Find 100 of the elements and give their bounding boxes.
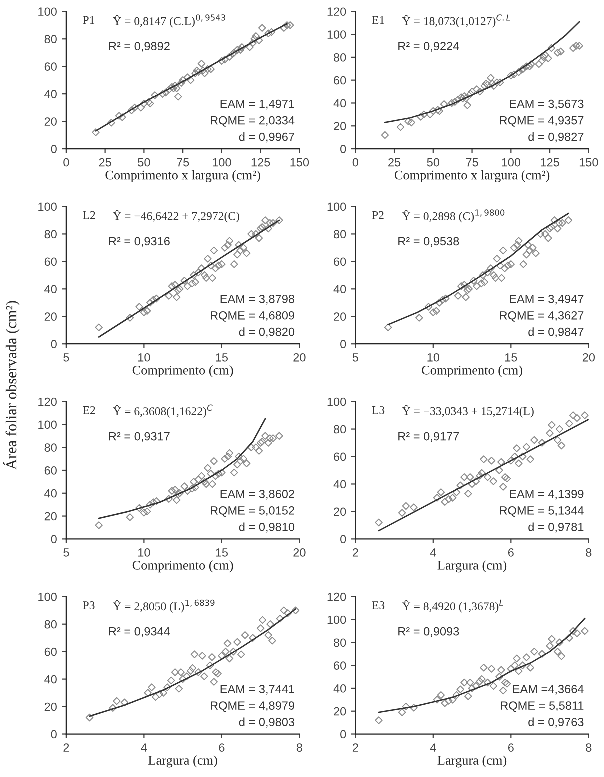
x-axis-title: Comprimento x largura (cm²) <box>106 170 260 182</box>
annotation: RQME = 5,5811 <box>501 702 584 712</box>
annotation: P2 <box>372 211 384 220</box>
y-tick-label: 0 <box>51 535 57 544</box>
y-tick-label: 100 <box>38 202 57 212</box>
x-tick-label: 25 <box>99 158 112 167</box>
y-tick-label: 20 <box>44 118 57 126</box>
annotation: EAM = 4,1399 <box>510 490 584 500</box>
x-axis-title: Largura (cm) <box>148 756 218 768</box>
annotation: d = 0,9967 <box>239 132 294 143</box>
x-tick-label: 125 <box>252 158 270 167</box>
x-tick-label: 0 <box>352 158 358 167</box>
x-tick-label: 4 <box>430 548 436 557</box>
x-tick-label: 2 <box>352 548 358 557</box>
y-tick-label: 60 <box>44 648 57 656</box>
annotation: Ŷ = 6,3608(1,1622)$^{C}$ <box>113 404 213 418</box>
y-tick-label: 120 <box>328 592 346 602</box>
y-tick-label: 100 <box>328 616 346 624</box>
x-tick-label: 150 <box>580 158 598 167</box>
annotation: Ŷ = −33,0343 + 15,2714(L) <box>402 405 534 418</box>
annotation: Ŷ = 0,2898 (C)$^{1,9800}$ <box>402 210 505 223</box>
annotation: EAM = 3,7441 <box>220 685 294 695</box>
y-tick-label: 20 <box>334 508 346 516</box>
y-tick-label: 40 <box>334 285 346 294</box>
x-tick-label: 10 <box>138 548 150 557</box>
line-series <box>378 618 586 714</box>
annotation: Ŷ = 18,073(1,0127)$^{C.L}$ <box>402 14 510 28</box>
x-tick-label: 2 <box>352 744 358 752</box>
x-tick-label: 15 <box>216 548 228 557</box>
y-tick-label: 40 <box>44 489 57 498</box>
annotation: R² = 0,9344 <box>109 627 170 638</box>
x-tick-label: 75 <box>177 158 190 167</box>
annotation: RQME = 5,0152 <box>211 506 294 517</box>
x-tick-label: 2 <box>64 744 70 752</box>
y-tick-label: 100 <box>328 202 346 212</box>
x-tick-label: 50 <box>427 158 440 167</box>
x-tick-label: 8 <box>586 548 592 557</box>
y-tick-label: 40 <box>334 684 346 693</box>
x-tick-label: 75 <box>466 158 478 167</box>
x-axis-title: Comprimento (cm) <box>132 366 234 378</box>
y-tick-label: 0 <box>340 145 346 154</box>
x-axis-title: Comprimento (cm) <box>132 560 234 573</box>
annotation: EAM = 3,4947 <box>510 294 584 305</box>
x-tick-label: 8 <box>586 744 592 752</box>
x-tick-label: 4 <box>141 744 148 752</box>
y-tick-label: 100 <box>38 592 57 602</box>
x-tick-label: 6 <box>508 744 514 752</box>
annotation: Ŷ = 2,8050 (L)$^{1,6839}$ <box>113 600 215 613</box>
x-tick-label: 8 <box>296 744 302 752</box>
y-tick-label: 60 <box>334 76 346 85</box>
annotation: RQME = 4,6809 <box>211 311 294 322</box>
y-tick-label: 0 <box>51 145 57 154</box>
x-tick-label: 15 <box>505 354 518 362</box>
x-axis-title: Largura (cm) <box>438 756 507 768</box>
y-tick-label: 20 <box>44 512 57 521</box>
annotation: RQME = 4,9357 <box>500 116 584 127</box>
x-tick-label: 20 <box>294 548 306 557</box>
annotation: d = 0,9781 <box>528 522 584 533</box>
y-tick-label: 100 <box>328 398 346 406</box>
annotation: E3 <box>372 602 385 610</box>
y-tick-label: 20 <box>44 312 57 322</box>
y-tick-label: 100 <box>328 30 346 39</box>
y-tick-label: 0 <box>51 340 57 349</box>
y-tick-label: 40 <box>44 90 57 98</box>
x-tick-label: 20 <box>582 353 596 362</box>
annotation: EAM =4,3664 <box>513 685 584 695</box>
annotation: E2 <box>83 406 96 414</box>
annotation: L2 <box>83 211 96 220</box>
annotation: EAM = 3,8798 <box>220 294 295 305</box>
annotation: R² = 0,9892 <box>109 42 170 52</box>
y-tick-label: 80 <box>334 53 346 62</box>
y-tick-label: 20 <box>334 122 346 131</box>
annotation: EAM = 1,4971 <box>220 100 294 110</box>
y-axis-title: Área foliar observada (cm²) <box>3 301 20 470</box>
y-tick-label: 40 <box>44 675 57 684</box>
annotation: P1 <box>83 16 95 24</box>
x-tick-label: 5 <box>64 354 70 362</box>
x-axis-title: Largura (cm) <box>438 560 507 573</box>
annotation: RQME = 4,8979 <box>211 702 294 712</box>
annotation: P3 <box>83 602 95 610</box>
annotation: L3 <box>372 406 385 414</box>
x-tick-label: 15 <box>216 354 228 362</box>
annotation: RQME = 2,0334 <box>211 116 295 127</box>
annotation: E1 <box>372 16 384 24</box>
annotation: d = 0,9803 <box>239 718 294 728</box>
y-tick-label: 40 <box>334 480 346 489</box>
x-axis-title: Comprimento (cm) <box>422 366 522 378</box>
x-tick-label: 50 <box>138 158 150 167</box>
annotation: R² = 0,9316 <box>109 237 170 248</box>
x-tick-label: 100 <box>502 158 521 167</box>
annotation: RQME = 4,3627 <box>500 311 584 322</box>
annotation: R² = 0,9317 <box>109 432 170 442</box>
annotation: d = 0,9847 <box>528 328 584 338</box>
x-tick-label: 10 <box>138 353 150 362</box>
y-tick-label: 120 <box>38 398 57 406</box>
y-tick-label: 120 <box>328 8 346 16</box>
annotation: d = 0,9827 <box>528 132 584 143</box>
annotation: d = 0,9810 <box>239 522 295 533</box>
y-tick-label: 80 <box>334 638 346 648</box>
y-tick-label: 80 <box>44 230 57 239</box>
